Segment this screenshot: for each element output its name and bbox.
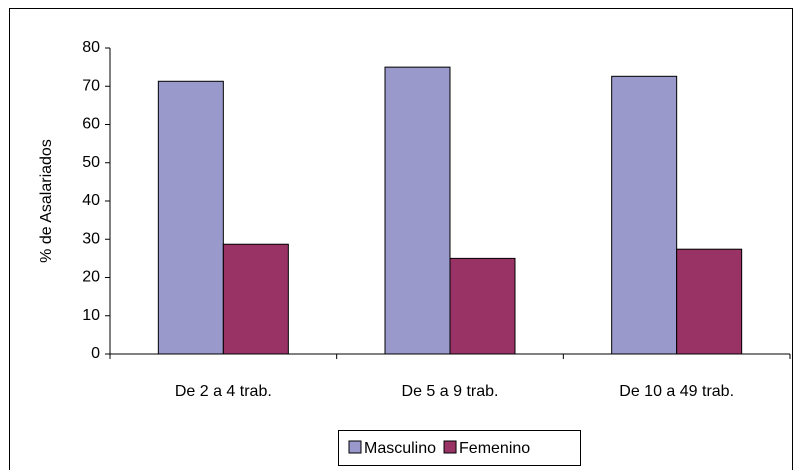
legend-swatch xyxy=(443,440,457,454)
legend-label: Masculino xyxy=(364,440,436,457)
x-tick-label: De 5 a 9 trab. xyxy=(402,383,499,400)
y-axis-label: % de Asalariados xyxy=(38,139,55,263)
legend-box xyxy=(338,430,581,466)
y-tick-label: 10 xyxy=(82,307,100,324)
bar xyxy=(384,66,451,355)
y-tick-label: 40 xyxy=(82,192,100,209)
bar xyxy=(611,75,678,355)
x-tick-label: De 10 a 49 trab. xyxy=(619,383,734,400)
y-tick-label: 50 xyxy=(82,154,100,171)
bar xyxy=(449,257,516,355)
bar xyxy=(222,243,289,355)
bar xyxy=(676,248,743,355)
y-tick-label: 30 xyxy=(82,230,100,247)
y-tick-label: 80 xyxy=(82,39,100,56)
legend-label: Femenino xyxy=(459,440,530,457)
y-tick-label: 0 xyxy=(91,345,100,362)
chart-frame xyxy=(9,8,793,470)
y-tick-label: 20 xyxy=(82,269,100,286)
y-tick-label: 60 xyxy=(82,116,100,133)
x-tick-label: De 2 a 4 trab. xyxy=(175,383,272,400)
legend-swatch xyxy=(348,440,362,454)
y-tick-label: 70 xyxy=(82,77,100,94)
bar xyxy=(157,80,224,355)
